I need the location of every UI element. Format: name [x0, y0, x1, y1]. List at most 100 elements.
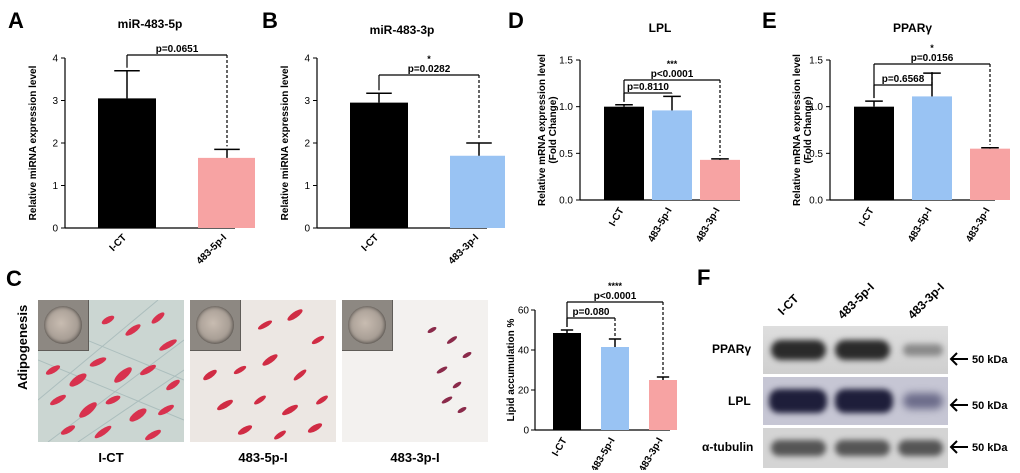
chart-d-lpl: LPL 0.0 0.5 1.0 1.5 Relative mRNA expression … [537, 21, 740, 244]
wb-strip-lpl [763, 377, 948, 425]
wb-row-label-alpha-tubulin: α-tubulin [702, 440, 754, 454]
y-tick-label: 60 [518, 306, 530, 317]
bar-I-CT [553, 333, 581, 430]
category-label: 483-5p-I [195, 232, 230, 265]
chart-b-mir-483-3p: miR-483-3p 0 1 2 3 4 Relative miRNA expression… [280, 23, 505, 265]
y-tick-label: 1.0 [559, 102, 573, 113]
y-tick-label: 1 [304, 181, 310, 192]
y-tick-label: 0 [52, 224, 58, 235]
chart-a-mir-483-5p: miR-483-5p 0 1 2 3 4 Relative miRNA expression… [28, 17, 255, 265]
p-value-label: p=0.0282 [408, 64, 451, 75]
significance-stars: * [427, 54, 431, 64]
y-tick-label: 4 [304, 54, 310, 65]
bar-483-3p-I [649, 380, 677, 430]
p-value-label: p=0.0651 [156, 44, 199, 55]
y-axis-label: Relative miRNA expression level [28, 65, 39, 220]
wb-band [771, 440, 826, 456]
bar-483-3p-I [970, 148, 1010, 200]
culture-dish-inset [38, 300, 89, 351]
bar-483-3p-I [450, 155, 505, 228]
category-label: 483-3p-I [964, 206, 993, 244]
wb-band [835, 389, 893, 413]
micrograph-483-3p-i [342, 300, 488, 442]
y-tick-label: 0.5 [809, 149, 823, 160]
category-label: 483-5p-I [906, 206, 935, 244]
wb-strip-ppar-gamma [763, 326, 948, 374]
p-value-label: p=0.6568 [882, 74, 925, 85]
culture-dish-icon [348, 306, 386, 344]
y-tick-label: 2 [304, 139, 310, 150]
p-value-label: p=0.8110 [627, 82, 669, 93]
p-value-label: p<0.0001 [651, 69, 694, 80]
wb-band [771, 340, 826, 360]
y-tick-label: 3 [52, 96, 58, 107]
wb-band [769, 389, 827, 413]
wb-band [898, 440, 943, 456]
category-label: I-CT [360, 232, 382, 254]
bar-483-5p-I [601, 347, 629, 430]
micrograph-i-ct [38, 300, 184, 442]
chart-e-ppar-gamma: PPARγ 0.0 0.5 1.0 1.5 Relative mRNA expressio… [792, 21, 1010, 244]
y-tick-label: 0.5 [559, 149, 573, 160]
wb-strip-alpha-tubulin [763, 428, 948, 468]
p-value-label: p<0.0001 [594, 291, 637, 302]
category-label: 483-5p-I [646, 206, 675, 244]
adipogenesis-label: Adipogenesis [15, 304, 30, 390]
y-axis-label: Lipid accumulation % [506, 319, 517, 422]
category-label: I-CT [857, 206, 876, 228]
micrograph-i-ct-image [38, 300, 184, 442]
p-value-label: p=0.080 [573, 307, 610, 318]
wb-size-lpl: 50 kDa [972, 400, 1008, 412]
bar-483-3p-I [700, 159, 740, 200]
y-tick-label: 0 [523, 426, 529, 437]
wb-band [835, 340, 890, 360]
culture-dish-inset [190, 300, 241, 351]
wb-row-label-ppar-gamma: PPARγ [712, 342, 752, 356]
p-value-label: p=0.0156 [911, 53, 954, 64]
bar-I-CT [604, 106, 644, 200]
panel-letter-f: F [697, 265, 710, 290]
culture-dish-icon [44, 306, 82, 344]
bar-483-5p-I [198, 157, 255, 228]
micrograph-483-5p-i [190, 300, 336, 442]
micrograph-483-3p-i-image [427, 326, 472, 414]
y-tick-label: 1 [52, 181, 58, 192]
panel-letter-c: C [6, 266, 22, 291]
y-tick-label: 0 [304, 224, 310, 235]
y-tick-label: 1.5 [809, 56, 823, 67]
category-label: 483-3p-I [447, 232, 482, 265]
panel-letter-a: A [8, 8, 24, 33]
category-label: I-CT [550, 436, 569, 458]
micrograph-label-483-3p-i: 483-3p-I [390, 450, 440, 465]
wb-size-markers: 50 kDa 50 kDa 50 kDa [949, 352, 1008, 454]
chart-title: miR-483-3p [370, 23, 435, 37]
panel-letter-d: D [508, 8, 524, 33]
significance-stars: *** [667, 59, 678, 69]
wb-band [835, 440, 890, 456]
y-axis-label-2: (Fold Change) [803, 96, 814, 163]
micrograph-label-483-5p-i: 483-5p-I [238, 450, 288, 465]
chart-title: PPARγ [893, 21, 932, 35]
panel-letter-e: E [762, 8, 777, 33]
bar-I-CT [350, 102, 408, 228]
wb-size-alpha-tubulin: 50 kDa [972, 442, 1008, 454]
category-label: 483-3p-I [694, 206, 723, 244]
category-label: I-CT [607, 206, 626, 228]
bar-I-CT [98, 98, 156, 228]
y-axis-label-2: (Fold Change) [548, 96, 559, 163]
y-tick-label: 1.0 [809, 102, 823, 113]
y-tick-label: 20 [518, 386, 530, 397]
category-label: 483-3p-I [637, 436, 666, 470]
significance-stars: **** [608, 281, 623, 291]
wb-row-label-lpl: LPL [728, 394, 751, 408]
bar-483-5p-I [912, 96, 952, 200]
bar-I-CT [854, 106, 894, 200]
chart-title: miR-483-5p [118, 17, 183, 31]
wb-band [903, 393, 943, 409]
category-label: I-CT [108, 232, 130, 254]
wb-size-ppar-gamma: 50 kDa [972, 354, 1008, 366]
y-axis-label: Relative mRNA expression level [792, 54, 803, 206]
chart-title: LPL [649, 21, 672, 35]
